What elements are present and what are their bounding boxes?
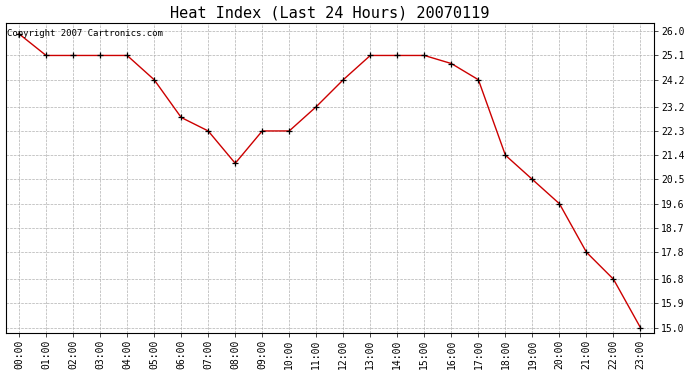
Title: Heat Index (Last 24 Hours) 20070119: Heat Index (Last 24 Hours) 20070119: [170, 6, 489, 21]
Text: Copyright 2007 Cartronics.com: Copyright 2007 Cartronics.com: [7, 29, 163, 38]
